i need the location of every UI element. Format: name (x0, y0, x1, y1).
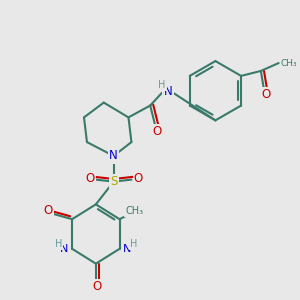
Text: S: S (110, 175, 117, 188)
Text: O: O (92, 280, 101, 293)
Text: H: H (130, 239, 137, 249)
Text: O: O (44, 204, 53, 217)
Text: CH₃: CH₃ (280, 58, 297, 68)
Text: O: O (134, 172, 143, 185)
Text: N: N (164, 85, 172, 98)
Text: N: N (109, 149, 118, 162)
Text: H: H (158, 80, 166, 90)
Text: O: O (85, 172, 94, 185)
Text: O: O (152, 125, 162, 138)
Text: N: N (123, 244, 132, 254)
Text: CH₃: CH₃ (125, 206, 143, 216)
Text: H: H (55, 239, 62, 249)
Text: N: N (60, 244, 68, 254)
Text: O: O (261, 88, 270, 101)
